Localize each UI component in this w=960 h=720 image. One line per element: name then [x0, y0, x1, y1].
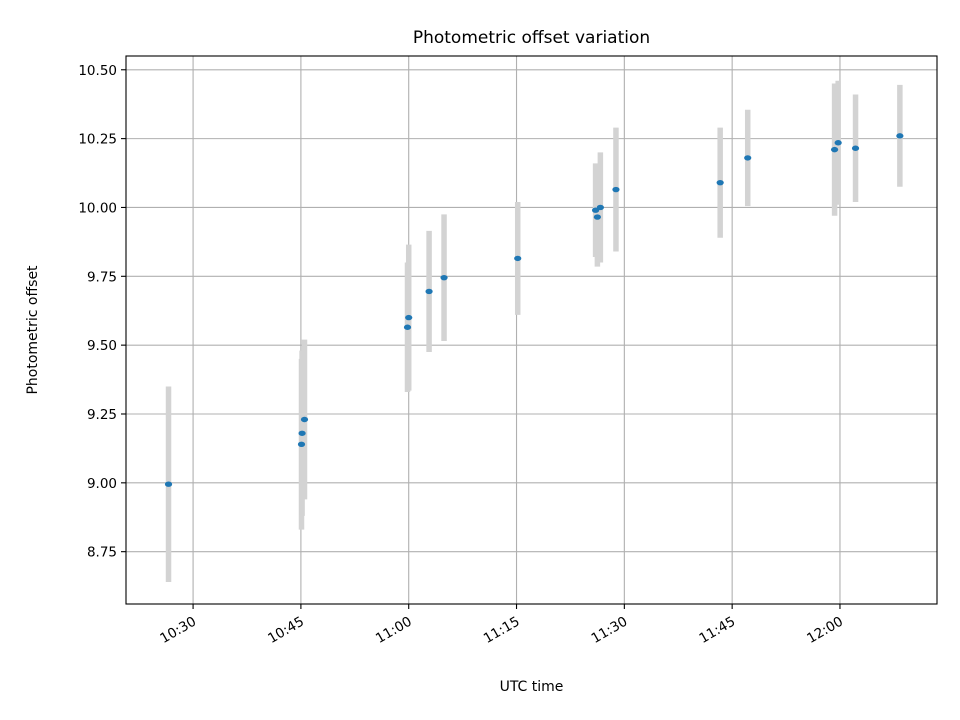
data-point — [612, 186, 620, 193]
x-tick-label: 10:45 — [265, 614, 307, 647]
y-tick-label: 10.00 — [78, 200, 117, 216]
data-point — [440, 274, 448, 281]
x-axis: 10:30 10:45 11:00 11:15 11:30 11:45 12:00 — [157, 604, 846, 647]
data-point — [716, 179, 724, 186]
y-tick-label: 8.75 — [87, 545, 117, 561]
data-point — [298, 430, 306, 436]
data-point — [164, 481, 173, 487]
y-tick-label: 9.25 — [87, 407, 117, 423]
x-tick-label: 10:30 — [157, 614, 199, 647]
data-point — [403, 324, 412, 330]
y-tick-label: 9.75 — [87, 269, 117, 285]
plot-area-frame — [125, 55, 938, 605]
data-point — [834, 140, 842, 146]
data-point — [744, 155, 752, 161]
data-point — [851, 145, 860, 151]
x-tick-label: 12:00 — [804, 614, 846, 647]
data-point — [896, 133, 904, 139]
y-tick-label: 9.50 — [87, 338, 117, 354]
data-point — [300, 416, 309, 423]
chart-title: Photometric offset variation — [413, 28, 650, 48]
x-tick-label: 11:15 — [481, 614, 523, 647]
x-tick-label: 11:00 — [373, 614, 415, 647]
data-point — [425, 288, 433, 295]
y-tick-label: 10.25 — [78, 132, 117, 148]
error-bars — [165, 80, 903, 582]
data-point — [596, 204, 604, 211]
grid — [126, 56, 937, 604]
data-point — [593, 214, 601, 220]
x-tick-label: 11:45 — [696, 614, 738, 647]
data-point — [405, 314, 413, 321]
data-point — [830, 146, 839, 153]
y-tick-label: 10.50 — [78, 63, 117, 79]
y-tick-label: 9.00 — [87, 476, 117, 492]
y-axis: 8.75 9.00 9.25 9.50 9.75 10.00 10.25 10.50 — [78, 63, 126, 561]
data-points — [164, 133, 904, 487]
x-axis-label: UTC time — [500, 679, 564, 695]
x-tick-label: 11:30 — [589, 614, 631, 647]
y-axis-label: Photometric offset — [25, 265, 41, 395]
data-point — [297, 441, 306, 447]
data-point — [514, 255, 522, 262]
